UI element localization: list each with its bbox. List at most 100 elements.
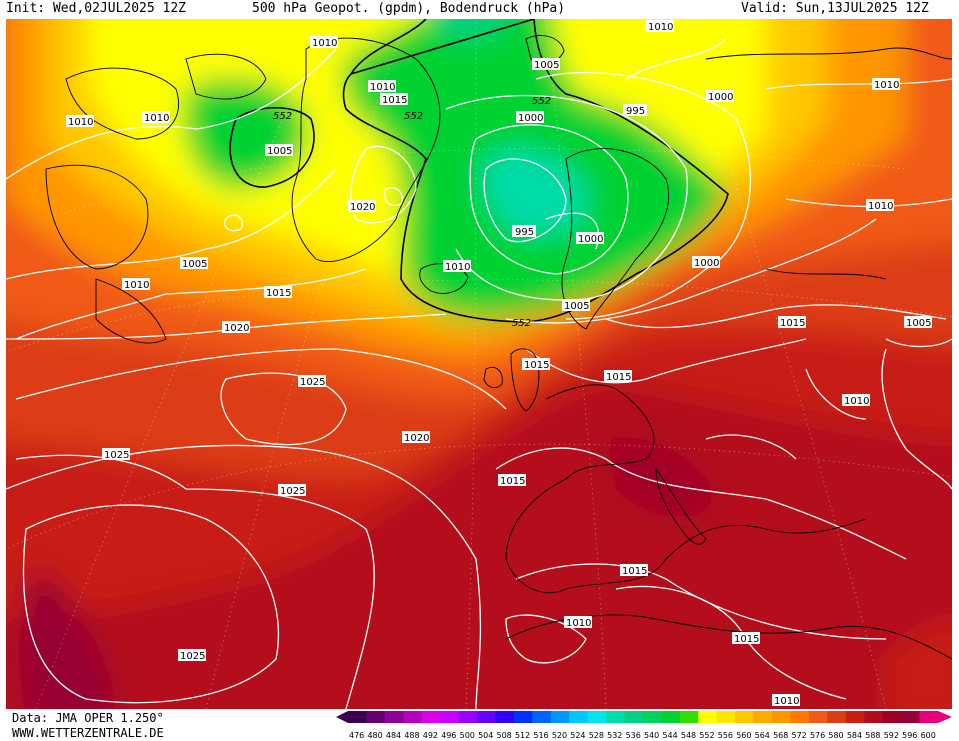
legend-swatch xyxy=(513,711,533,723)
isobar-label: 1010 xyxy=(564,616,592,629)
legend-tick-label: 536 xyxy=(626,731,641,740)
legend-tick-label: 540 xyxy=(644,731,659,740)
svg-text:1010: 1010 xyxy=(445,262,470,273)
legend-swatch xyxy=(679,711,699,723)
isobar-label: 1020 xyxy=(348,200,376,213)
svg-text:1015: 1015 xyxy=(734,634,759,645)
legend-swatch xyxy=(403,711,423,723)
init-time: Init: Wed,02JUL2025 12Z xyxy=(6,1,187,16)
isobar-label: 1025 xyxy=(102,448,130,461)
svg-text:1010: 1010 xyxy=(566,618,591,629)
isobar-label: 1010 xyxy=(646,20,674,33)
geopotential-label: 552 xyxy=(532,96,551,107)
legend-swatch xyxy=(477,711,496,723)
legend-tick-label: 576 xyxy=(810,731,825,740)
svg-text:1005: 1005 xyxy=(906,318,931,329)
legend-tick-label: 580 xyxy=(828,731,843,740)
isobar-label: 1000 xyxy=(516,111,544,124)
legend-tick-label: 600 xyxy=(921,731,936,740)
isobar-label: 1025 xyxy=(298,375,326,388)
weather-map: 1010 1010 1010 1005 1005 1010 1015 1015 … xyxy=(6,19,952,709)
isobar-label: 1005 xyxy=(180,257,208,270)
legend-tick-label: 596 xyxy=(902,731,917,740)
legend-swatch xyxy=(348,711,367,723)
footer-bar: Data: JMA OPER 1.250° WWW.WETTERZENTRALE… xyxy=(0,709,959,741)
valid-time: Valid: Sun,13JUL2025 12Z xyxy=(741,1,929,16)
svg-text:1010: 1010 xyxy=(68,117,93,128)
svg-text:1010: 1010 xyxy=(124,280,149,291)
isobar-label: 1010 xyxy=(500,474,501,475)
legend-swatch xyxy=(569,711,589,723)
svg-text:1015: 1015 xyxy=(382,95,407,106)
legend-swatch xyxy=(716,711,736,723)
isobar-label: 1025 xyxy=(278,484,306,497)
legend-tick-label: 476 xyxy=(349,731,364,740)
isobar-label: 1010 xyxy=(443,260,471,273)
geopotential-label: 552 xyxy=(404,111,423,122)
svg-text:1020: 1020 xyxy=(224,323,249,334)
legend-tick-label: 500 xyxy=(460,731,475,740)
legend-swatch xyxy=(753,711,773,723)
legend-tick-label: 548 xyxy=(681,731,696,740)
svg-text:1025: 1025 xyxy=(104,450,129,461)
legend-tick-label: 512 xyxy=(515,731,530,740)
legend-swatch xyxy=(901,711,920,723)
legend-tick-label: 544 xyxy=(662,731,677,740)
legend-swatch xyxy=(864,711,884,723)
legend-tick-label: 572 xyxy=(792,731,807,740)
svg-text:1000: 1000 xyxy=(694,258,719,269)
legend-tick-label: 592 xyxy=(884,731,899,740)
legend-swatch xyxy=(550,711,570,723)
legend-swatch xyxy=(532,711,552,723)
legend-tick-label: 588 xyxy=(865,731,880,740)
svg-text:1010: 1010 xyxy=(144,113,169,124)
isobar-label: 1010 xyxy=(122,278,150,291)
isobar-label: 1015 xyxy=(778,316,806,329)
legend-swatch xyxy=(919,711,939,723)
isobar-label: 995 xyxy=(512,225,536,238)
legend-tick-label: 532 xyxy=(607,731,622,740)
svg-text:1010: 1010 xyxy=(370,82,395,93)
map-title: 500 hPa Geopot. (gpdm), Bodendruck (hPa) xyxy=(252,1,566,16)
header-bar: Init: Wed,02JUL2025 12Z 500 hPa Geopot. … xyxy=(0,0,959,19)
svg-text:1000: 1000 xyxy=(578,234,603,245)
isobar-label: 1010 xyxy=(66,115,94,128)
isobar-label: 1005 xyxy=(532,58,560,71)
svg-text:1000: 1000 xyxy=(708,92,733,103)
legend-tick-label: 552 xyxy=(699,731,714,740)
legend-swatch xyxy=(735,711,755,723)
svg-text:1025: 1025 xyxy=(300,377,325,388)
legend-tick-label: 484 xyxy=(386,731,401,740)
legend-tick-label: 584 xyxy=(847,731,862,740)
isobar-label: 1005 xyxy=(562,299,590,312)
svg-text:1005: 1005 xyxy=(534,60,559,71)
svg-text:1005: 1005 xyxy=(267,146,292,157)
legend-swatch xyxy=(698,711,718,723)
legend-swatch xyxy=(643,711,662,723)
svg-text:995: 995 xyxy=(626,106,645,117)
geopotential-labels: 552 552 552 552 xyxy=(273,96,551,329)
legend-swatch xyxy=(458,711,478,723)
legend-swatch xyxy=(827,711,847,723)
svg-text:1010: 1010 xyxy=(648,22,673,33)
svg-text:1010: 1010 xyxy=(312,38,337,49)
legend-tick-label: 504 xyxy=(478,731,493,740)
legend-tick-label: 488 xyxy=(404,731,419,740)
legend-swatch xyxy=(808,711,828,723)
isobar-label: 1010 xyxy=(866,199,894,212)
isobar-label: 1015 xyxy=(732,632,760,645)
coastlines xyxy=(45,35,952,660)
svg-text:995: 995 xyxy=(515,227,534,238)
geopotential-label: 552 xyxy=(273,111,292,122)
legend-tick-label: 564 xyxy=(755,731,770,740)
svg-text:1015: 1015 xyxy=(500,476,525,487)
isobar-label: 1015 xyxy=(604,370,632,383)
isobar-label: 1020 xyxy=(222,321,250,334)
legend-tick-label: 492 xyxy=(423,731,438,740)
isobar-label: 1025 xyxy=(178,649,206,662)
isobar-label: 1015 xyxy=(380,93,408,106)
isobar-label: 1010 xyxy=(842,394,870,407)
isobar-label: 1010 xyxy=(310,36,338,49)
graticule xyxy=(6,19,952,709)
svg-text:1005: 1005 xyxy=(182,259,207,270)
